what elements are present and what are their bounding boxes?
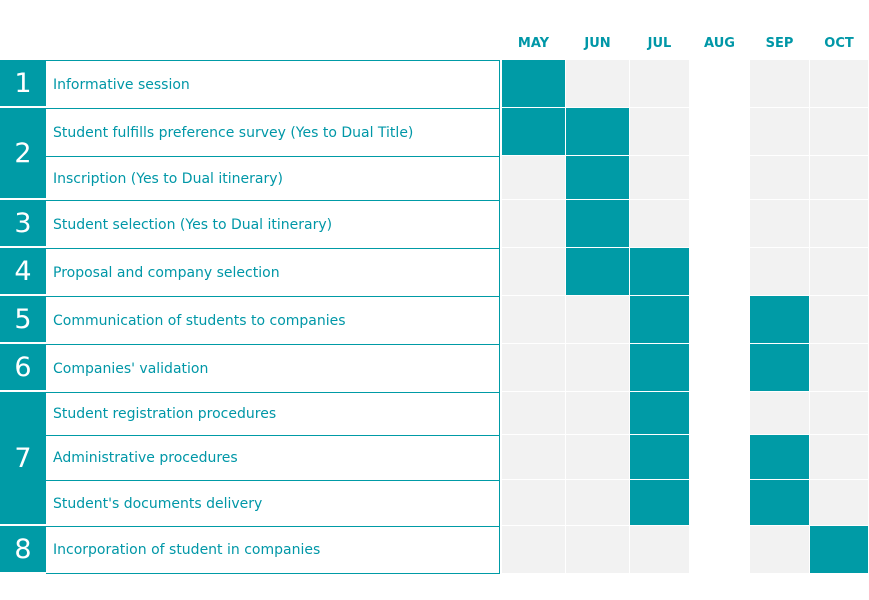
step-number: 3 (0, 200, 46, 246)
step-number: 2 (0, 108, 46, 198)
task-label: Student registration procedures (46, 392, 500, 435)
empty-cell-jun (566, 344, 629, 391)
empty-cell-aug (690, 526, 749, 573)
empty-cell-aug (690, 156, 749, 199)
task-label: Companies' validation (46, 344, 500, 392)
task-label: Proposal and company selection (46, 248, 500, 296)
empty-cell-jun (566, 60, 629, 107)
empty-cell-oct (810, 200, 868, 247)
empty-cell-may (502, 526, 565, 573)
empty-cell-oct (810, 296, 868, 343)
empty-cell-aug (690, 435, 749, 479)
step-number: 4 (0, 248, 46, 294)
empty-cell-aug (690, 296, 749, 343)
empty-cell-aug (690, 344, 749, 391)
empty-cell-sep (750, 60, 809, 107)
empty-cell-aug (690, 392, 749, 434)
month-header-oct: OCT (824, 36, 854, 51)
active-cell-sep (750, 344, 809, 391)
task-label: Inscription (Yes to Dual itinerary) (46, 156, 500, 200)
empty-cell-oct (810, 480, 868, 525)
step-number: 1 (0, 60, 46, 106)
task-label: Incorporation of student in companies (46, 526, 500, 574)
task-label: Student's documents delivery (46, 480, 500, 526)
empty-cell-sep (750, 248, 809, 295)
empty-cell-oct (810, 248, 868, 295)
empty-cell-aug (690, 108, 749, 155)
active-cell-jun (566, 108, 629, 155)
empty-cell-may (502, 435, 565, 479)
active-cell-jun (566, 156, 629, 199)
empty-cell-oct (810, 435, 868, 479)
empty-cell-oct (810, 108, 868, 155)
month-header-sep: SEP (765, 36, 794, 51)
empty-cell-jun (566, 392, 629, 434)
active-cell-sep (750, 296, 809, 343)
empty-cell-jun (566, 435, 629, 479)
step-number: 8 (0, 526, 46, 572)
empty-cell-may (502, 248, 565, 295)
empty-cell-aug (690, 200, 749, 247)
task-label: Administrative procedures (46, 435, 500, 480)
month-header-jun: JUN (584, 36, 611, 51)
active-cell-jun (566, 200, 629, 247)
active-cell-may (502, 60, 565, 107)
task-label: Communication of students to companies (46, 296, 500, 344)
empty-cell-jul (630, 108, 689, 155)
empty-cell-jun (566, 526, 629, 573)
active-cell-may (502, 108, 565, 155)
active-cell-jul (630, 296, 689, 343)
month-header-aug: AUG (704, 36, 735, 51)
empty-cell-sep (750, 108, 809, 155)
task-label: Informative session (46, 60, 500, 108)
empty-cell-oct (810, 392, 868, 434)
empty-cell-may (502, 392, 565, 434)
task-label: Student selection (Yes to Dual itinerary… (46, 200, 500, 248)
active-cell-jul (630, 392, 689, 434)
active-cell-jul (630, 480, 689, 525)
active-cell-jul (630, 435, 689, 479)
month-header-may: MAY (517, 36, 550, 51)
empty-cell-jul (630, 200, 689, 247)
empty-cell-jul (630, 156, 689, 199)
empty-cell-sep (750, 200, 809, 247)
empty-cell-oct (810, 344, 868, 391)
empty-cell-jun (566, 480, 629, 525)
month-header-jul: JUL (647, 36, 672, 51)
step-number: 5 (0, 296, 46, 342)
empty-cell-aug (690, 60, 749, 107)
empty-cell-sep (750, 526, 809, 573)
empty-cell-jul (630, 526, 689, 573)
task-label: Student fulfills preference survey (Yes … (46, 108, 500, 156)
active-cell-jul (630, 248, 689, 295)
empty-cell-oct (810, 60, 868, 107)
active-cell-jun (566, 248, 629, 295)
empty-cell-sep (750, 392, 809, 434)
active-cell-oct (810, 526, 868, 573)
empty-cell-aug (690, 248, 749, 295)
empty-cell-jun (566, 296, 629, 343)
step-number: 6 (0, 344, 46, 390)
step-number: 7 (0, 392, 46, 524)
empty-cell-may (502, 200, 565, 247)
active-cell-jul (630, 344, 689, 391)
active-cell-sep (750, 435, 809, 479)
empty-cell-may (502, 344, 565, 391)
empty-cell-oct (810, 156, 868, 199)
empty-cell-jul (630, 60, 689, 107)
empty-cell-may (502, 480, 565, 525)
active-cell-sep (750, 480, 809, 525)
empty-cell-sep (750, 156, 809, 199)
empty-cell-aug (690, 480, 749, 525)
empty-cell-may (502, 296, 565, 343)
empty-cell-may (502, 156, 565, 199)
